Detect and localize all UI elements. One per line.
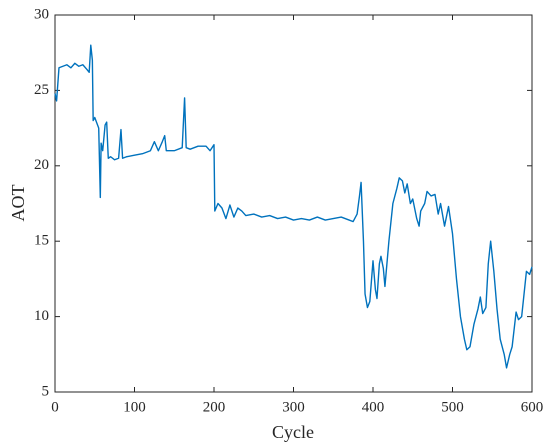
y-tick-label: 20 xyxy=(34,157,49,173)
x-axis-title: Cycle xyxy=(272,422,314,442)
y-axis-title: AOT xyxy=(8,185,28,222)
x-tick-label: 600 xyxy=(521,399,544,415)
x-tick-label: 400 xyxy=(362,399,385,415)
x-tick-label: 500 xyxy=(441,399,464,415)
plot-frame xyxy=(54,14,533,393)
y-tick-label: 5 xyxy=(42,383,50,399)
data-line xyxy=(54,44,533,369)
x-tick-label: 200 xyxy=(203,399,226,415)
y-tick-label: 15 xyxy=(34,233,49,249)
x-tick-label: 100 xyxy=(123,399,146,415)
x-tick-label: 300 xyxy=(282,399,305,415)
y-tick-label: 25 xyxy=(34,82,49,98)
y-tick-label: 10 xyxy=(34,308,49,324)
x-tick-label: 0 xyxy=(51,399,59,415)
y-tick-label: 30 xyxy=(34,6,49,22)
